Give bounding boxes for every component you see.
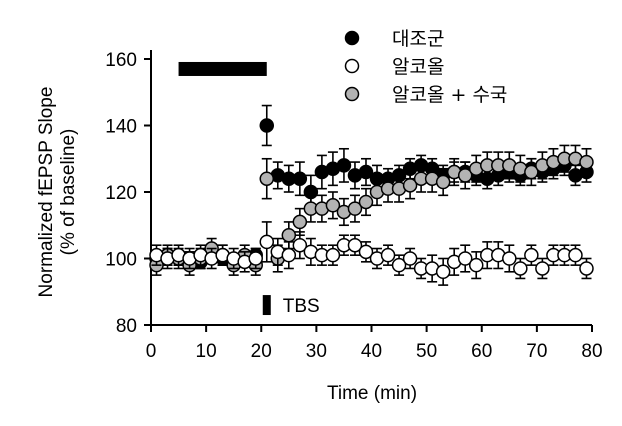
data-point: [391, 257, 407, 273]
data-point: [524, 247, 539, 263]
conditioning-bar: [178, 61, 267, 76]
y-tick-label: 80: [116, 316, 137, 337]
data-point: [248, 251, 263, 266]
tbs-label: TBS: [283, 296, 320, 317]
data-point: [402, 251, 418, 266]
y-ticks: 80 100 120 140 160: [105, 50, 151, 337]
data-point: [347, 237, 363, 253]
y-tick-label: 140: [105, 117, 137, 138]
x-tick-label: 20: [251, 341, 272, 362]
legend-label: 알코올 + 수국: [392, 84, 507, 106]
legend-marker: [344, 58, 360, 74]
legend-label: 대조군: [392, 28, 444, 50]
data-point: [358, 244, 374, 260]
legend-marker: [344, 30, 360, 46]
data-point: [358, 194, 374, 210]
data-point: [457, 168, 473, 183]
data-point: [292, 171, 308, 186]
data-point: [259, 234, 275, 250]
x-ticks: 0 10 20 30 40 50 60 70 80: [146, 325, 603, 362]
x-tick-label: 80: [581, 341, 602, 362]
data-point: [579, 261, 594, 276]
series-layer: [149, 104, 594, 286]
data-point: [524, 164, 539, 180]
y-axis-title-line1: Normalized fEPSP Slope: [36, 87, 57, 298]
data-point: [502, 251, 517, 266]
data-point: [281, 227, 297, 243]
data-point: [281, 247, 297, 263]
x-tick-label: 40: [361, 341, 382, 362]
annotations: TBS: [178, 61, 320, 317]
data-point: [325, 247, 341, 263]
x-tick-label: 70: [526, 341, 547, 362]
y-axis-title-line2: (% of baseline): [58, 129, 79, 256]
data-point: [457, 251, 473, 266]
data-point: [380, 247, 396, 263]
data-point: [513, 261, 528, 276]
y-tick-label: 160: [105, 50, 137, 71]
data-point: [402, 178, 418, 193]
y-tick-label: 100: [105, 250, 137, 271]
data-point: [535, 261, 550, 276]
data-point: [325, 198, 341, 213]
data-point: [259, 118, 275, 133]
data-point: [358, 164, 374, 180]
data-point: [568, 247, 583, 263]
data-point: [292, 237, 308, 253]
y-tick-label: 120: [105, 183, 137, 204]
series-1: [149, 221, 594, 286]
x-axis-title: Time (min): [327, 383, 417, 404]
data-point: [336, 158, 352, 173]
data-point: [468, 257, 484, 273]
data-point: [579, 154, 594, 170]
data-point: [435, 264, 451, 280]
tbs-marker: [262, 295, 271, 316]
x-tick-label: 10: [196, 341, 217, 362]
data-point: [259, 171, 275, 186]
x-tick-label: 60: [471, 341, 492, 362]
x-tick-label: 0: [146, 341, 157, 362]
legend-marker: [344, 86, 360, 102]
data-point: [435, 174, 451, 190]
x-tick-label: 30: [306, 341, 327, 362]
x-tick-label: 50: [416, 341, 437, 362]
data-point: [292, 214, 308, 230]
legend-label: 알코올: [392, 56, 444, 78]
data-point: [347, 201, 363, 216]
